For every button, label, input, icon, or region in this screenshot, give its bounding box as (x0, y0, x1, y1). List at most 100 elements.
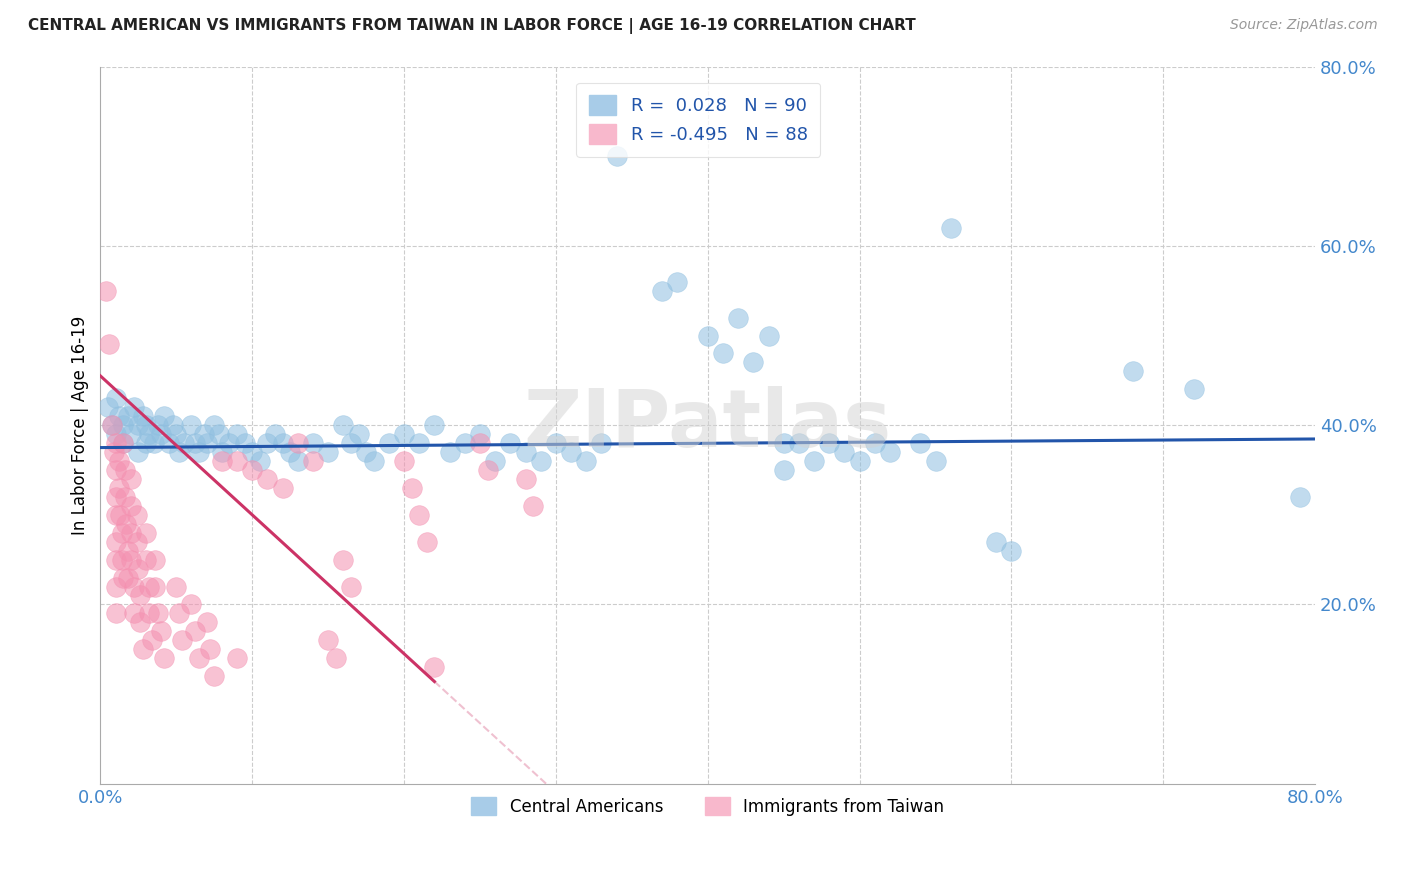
Point (392, 454, 415, 468)
Point (591, 436, 613, 450)
Point (132, 642, 155, 657)
Point (787, 436, 810, 450)
Point (107, 454, 129, 468)
Point (138, 607, 160, 621)
Point (408, 436, 430, 450)
Point (666, 275, 689, 289)
Point (515, 445, 537, 459)
Point (104, 534, 127, 549)
Point (302, 454, 325, 468)
Point (183, 624, 205, 639)
Point (180, 598, 202, 612)
Point (104, 436, 127, 450)
Point (172, 633, 194, 648)
Point (143, 552, 166, 566)
Point (153, 409, 176, 424)
Point (193, 427, 215, 442)
Point (108, 508, 131, 522)
Point (165, 580, 187, 594)
Point (226, 427, 249, 442)
Point (477, 463, 499, 477)
Point (198, 642, 221, 657)
Point (117, 570, 139, 584)
Point (651, 284, 673, 298)
Point (256, 472, 278, 486)
Point (499, 436, 522, 450)
Point (287, 436, 309, 450)
Point (711, 346, 734, 360)
Point (606, 149, 628, 163)
Point (135, 436, 157, 450)
Point (180, 418, 202, 433)
Point (226, 651, 249, 665)
Point (271, 481, 294, 495)
Point (834, 445, 856, 459)
Point (544, 436, 567, 450)
Point (173, 436, 195, 450)
Point (233, 436, 256, 450)
Point (727, 310, 749, 325)
Point (165, 427, 187, 442)
Point (218, 436, 240, 450)
Point (256, 436, 278, 450)
Point (107, 409, 129, 424)
Point (416, 534, 439, 549)
Point (135, 552, 157, 566)
Point (112, 436, 135, 450)
Point (104, 607, 127, 621)
Point (120, 472, 142, 486)
Point (97, 401, 120, 415)
Point (454, 436, 477, 450)
Point (107, 481, 129, 495)
Point (347, 427, 370, 442)
Point (803, 454, 825, 468)
Point (120, 525, 142, 540)
Text: ZIPatlas: ZIPatlas (523, 386, 891, 464)
Point (468, 427, 491, 442)
Point (758, 328, 780, 343)
Point (240, 445, 263, 459)
Y-axis label: In Labor Force | Age 16-19: In Labor Force | Age 16-19 (72, 316, 89, 535)
Point (863, 436, 886, 450)
Point (408, 508, 430, 522)
Point (150, 427, 173, 442)
Point (138, 580, 160, 594)
Point (772, 436, 794, 450)
Point (560, 445, 582, 459)
Text: Source: ZipAtlas.com: Source: ZipAtlas.com (1230, 18, 1378, 32)
Point (939, 221, 962, 235)
Point (110, 525, 132, 540)
Point (742, 355, 765, 369)
Point (103, 445, 125, 459)
Point (484, 454, 506, 468)
Point (264, 427, 287, 442)
Point (340, 436, 363, 450)
Point (127, 445, 149, 459)
Point (101, 418, 124, 433)
Point (1289, 490, 1312, 504)
Point (378, 436, 401, 450)
Point (401, 481, 423, 495)
Point (423, 660, 446, 674)
Point (575, 454, 598, 468)
Point (157, 436, 180, 450)
Point (1122, 364, 1144, 378)
Point (1000, 543, 1022, 558)
Point (101, 418, 124, 433)
Point (104, 463, 127, 477)
Point (127, 561, 149, 575)
Point (104, 580, 127, 594)
Point (98, 337, 121, 351)
Text: CENTRAL AMERICAN VS IMMIGRANTS FROM TAIWAN IN LABOR FORCE | AGE 16-19 CORRELATIO: CENTRAL AMERICAN VS IMMIGRANTS FROM TAIW… (28, 18, 915, 34)
Point (128, 589, 150, 603)
Point (169, 607, 191, 621)
Point (114, 490, 136, 504)
Point (112, 436, 135, 450)
Point (332, 418, 354, 433)
Point (439, 445, 461, 459)
Point (226, 454, 249, 468)
Point (249, 454, 271, 468)
Point (125, 508, 148, 522)
Point (104, 490, 127, 504)
Point (104, 427, 127, 442)
